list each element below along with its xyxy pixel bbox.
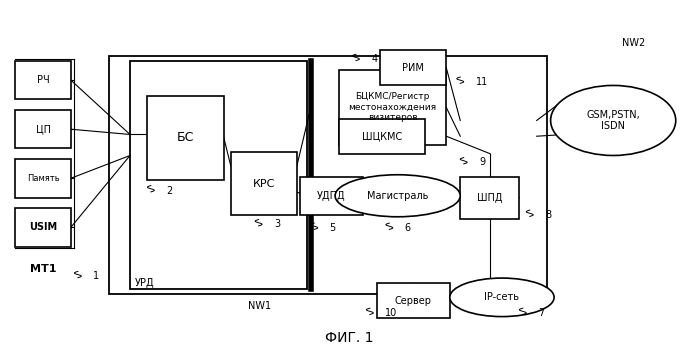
Bar [130, 61, 307, 288]
Text: ЦП: ЦП [36, 124, 50, 134]
Text: УРД: УРД [135, 278, 154, 288]
Text: ШПД: ШПД [477, 192, 503, 203]
Bar [339, 70, 446, 145]
Text: 10: 10 [385, 308, 397, 318]
Text: NW2: NW2 [621, 38, 645, 48]
Text: 1: 1 [93, 271, 99, 281]
Text: КРС: КРС [253, 179, 275, 189]
Ellipse shape [335, 175, 460, 217]
Text: РИМ: РИМ [402, 63, 424, 73]
Text: ФИГ. 1: ФИГ. 1 [325, 331, 373, 345]
Text: УДПД: УДПД [318, 191, 346, 201]
Bar [339, 119, 426, 154]
Text: 5: 5 [329, 223, 336, 233]
Text: USIM: USIM [29, 222, 57, 232]
Text: Память: Память [27, 174, 59, 183]
Text: 9: 9 [479, 157, 485, 167]
Text: NW1: NW1 [248, 301, 272, 311]
Bar [460, 176, 519, 219]
Text: БС: БС [177, 131, 194, 144]
Bar [300, 176, 363, 215]
Text: ШЦКМС: ШЦКМС [362, 131, 402, 141]
Text: РЧ: РЧ [37, 75, 50, 85]
Text: 2: 2 [166, 186, 172, 196]
Ellipse shape [551, 85, 676, 155]
Bar [147, 96, 224, 180]
Bar [109, 56, 547, 294]
Text: IP-сеть: IP-сеть [484, 292, 519, 302]
Bar [380, 50, 446, 85]
Bar [377, 283, 450, 318]
Text: Сервер: Сервер [395, 296, 432, 306]
Text: 3: 3 [274, 220, 280, 229]
Text: 8: 8 [545, 210, 551, 220]
Text: Магистраль: Магистраль [367, 191, 429, 201]
Text: 4: 4 [371, 54, 378, 64]
Text: 6: 6 [405, 223, 410, 233]
Text: МТ1: МТ1 [30, 264, 57, 274]
Ellipse shape [450, 278, 554, 317]
Text: GSM,PSTN,
ISDN: GSM,PSTN, ISDN [586, 110, 640, 131]
Text: 7: 7 [538, 308, 544, 318]
Bar [15, 208, 71, 246]
Bar [15, 110, 71, 149]
Text: БЦКМС/Регистр
местонахождения
визитеров: БЦКМС/Регистр местонахождения визитеров [348, 92, 436, 122]
Bar [231, 152, 297, 215]
Bar [15, 61, 71, 100]
Bar [15, 159, 71, 198]
Text: 11: 11 [475, 77, 488, 87]
